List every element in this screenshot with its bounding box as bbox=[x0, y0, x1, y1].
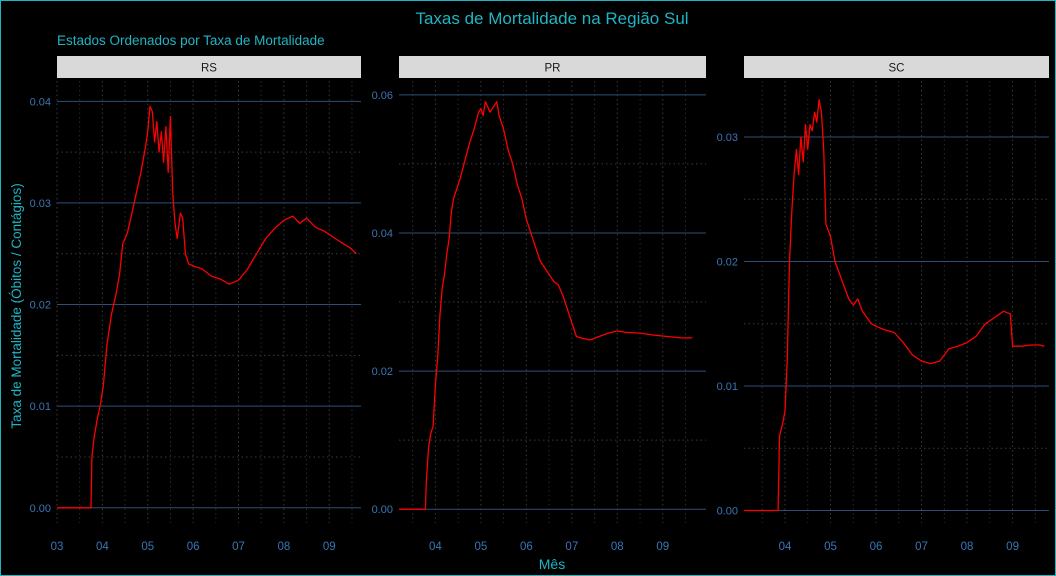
facet-strip bbox=[744, 56, 1049, 78]
x-tick-label: 06 bbox=[187, 541, 200, 553]
x-tick-label: 06 bbox=[520, 541, 533, 553]
x-tick-label: 09 bbox=[1006, 541, 1019, 553]
y-tick-label: 0.01 bbox=[717, 381, 738, 393]
facet-strip-label: SC bbox=[889, 63, 905, 75]
x-tick-label: 09 bbox=[323, 541, 336, 553]
x-axis-label: Mês bbox=[539, 556, 565, 572]
y-tick-label: 0.02 bbox=[717, 257, 738, 269]
series-line-rs bbox=[57, 105, 357, 509]
facet-strip-label: RS bbox=[201, 63, 217, 75]
y-tick-label: 0.02 bbox=[30, 300, 51, 312]
x-tick-label: 04 bbox=[96, 541, 109, 553]
x-tick-label: 03 bbox=[51, 541, 64, 553]
x-tick-label: 06 bbox=[870, 541, 883, 553]
chart-subtitle: Estados Ordenados por Taxa de Mortalidad… bbox=[57, 33, 325, 48]
x-tick-label: 08 bbox=[961, 541, 974, 553]
x-tick-label: 05 bbox=[141, 541, 154, 553]
x-tick-label: 08 bbox=[611, 541, 624, 553]
y-tick-label: 0.03 bbox=[30, 198, 51, 210]
x-tick-label: 04 bbox=[779, 541, 792, 553]
y-tick-label: 0.03 bbox=[717, 132, 738, 144]
x-tick-label: 05 bbox=[474, 541, 487, 553]
x-tick-label: 09 bbox=[656, 541, 669, 553]
facet-strip bbox=[399, 56, 706, 78]
x-tick-label: 07 bbox=[915, 541, 928, 553]
series-line-sc bbox=[744, 99, 1045, 512]
x-tick-label: 05 bbox=[824, 541, 837, 553]
y-tick-label: 0.06 bbox=[372, 90, 393, 102]
y-tick-label: 0.04 bbox=[30, 96, 51, 108]
chart-title: Taxas de Mortalidade na Região Sul bbox=[415, 9, 688, 28]
y-tick-label: 0.04 bbox=[372, 228, 393, 240]
facet-strip-label: PR bbox=[545, 63, 561, 75]
y-tick-label: 0.00 bbox=[30, 503, 51, 515]
panel-sc: SC 0.00 0.01 0.02 0.03 04 05 06 07 08 09 bbox=[717, 56, 1049, 553]
facet-strip bbox=[57, 56, 361, 78]
y-tick-label: 0.00 bbox=[372, 504, 393, 516]
panels: RS 0.00 0.01 0.02 0.03 0.04 03 04 05 06 07 08 09 PR 0.… bbox=[30, 56, 1049, 553]
panel-rs: RS 0.00 0.01 0.02 0.03 0.04 03 04 05 06 07 08 09 bbox=[30, 56, 361, 553]
panel-pr: PR 0.00 0.02 0.04 0.06 04 05 06 07 08 09 bbox=[372, 56, 706, 553]
y-tick-label: 0.00 bbox=[717, 506, 738, 518]
x-tick-label: 07 bbox=[232, 541, 245, 553]
y-tick-label: 0.02 bbox=[372, 366, 393, 378]
x-tick-label: 07 bbox=[565, 541, 578, 553]
series-line-pr bbox=[399, 101, 693, 510]
x-tick-label: 04 bbox=[429, 541, 442, 553]
x-tick-label: 08 bbox=[277, 541, 290, 553]
y-tick-label: 0.01 bbox=[30, 401, 51, 413]
y-axis-label: Taxa de Mortalidade (Óbitos / Contágios) bbox=[9, 183, 24, 428]
